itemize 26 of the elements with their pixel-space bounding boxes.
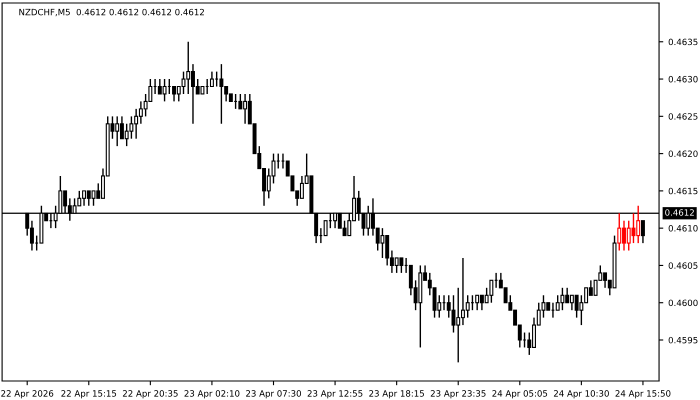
y-tick-label: 0.4610 bbox=[668, 225, 698, 232]
y-tick-label: 0.4595 bbox=[668, 336, 698, 344]
candlestick bbox=[324, 220, 328, 236]
y-tick-label: 0.4620 bbox=[668, 150, 698, 157]
x-tick-label: 23 Apr 07:30 bbox=[246, 390, 301, 398]
x-tick-label: 24 Apr 10:30 bbox=[554, 390, 609, 398]
y-tick-label: 0.4600 bbox=[668, 300, 698, 306]
text: NZDCHF,M5 0.4612 0.4612 0.4612 0.4612 bbox=[19, 8, 204, 16]
y-tick-label: 0.4605 bbox=[668, 262, 698, 269]
x-tick-label: 22 Apr 15:15 bbox=[61, 390, 116, 398]
x-tick-label: 23 Apr 18:15 bbox=[369, 390, 424, 398]
y-tick-label: 0.4630 bbox=[668, 76, 698, 82]
candlestick bbox=[210, 70, 214, 88]
y-tick-label: 0.4635 bbox=[668, 38, 698, 46]
candlestick bbox=[640, 220, 645, 244]
y-tick-label: 0.4625 bbox=[668, 113, 698, 120]
x-tick-label: 23 Apr 23:35 bbox=[430, 390, 486, 398]
ref-line-label: 0.4612 bbox=[665, 209, 694, 216]
x-tick-label: 22 Apr 2026 bbox=[1, 390, 54, 398]
x-tick-label: 22 Apr 20:35 bbox=[122, 390, 178, 398]
x-tick-label: 24 Apr 15:50 bbox=[616, 390, 670, 398]
x-tick-label: 23 Apr 12:55 bbox=[308, 390, 362, 398]
candlestick bbox=[172, 86, 176, 102]
x-tick-label: 23 Apr 02:10 bbox=[184, 390, 240, 398]
y-tick-label: 0.4615 bbox=[668, 188, 698, 194]
x-tick-label: 24 Apr 05:05 bbox=[492, 390, 548, 398]
